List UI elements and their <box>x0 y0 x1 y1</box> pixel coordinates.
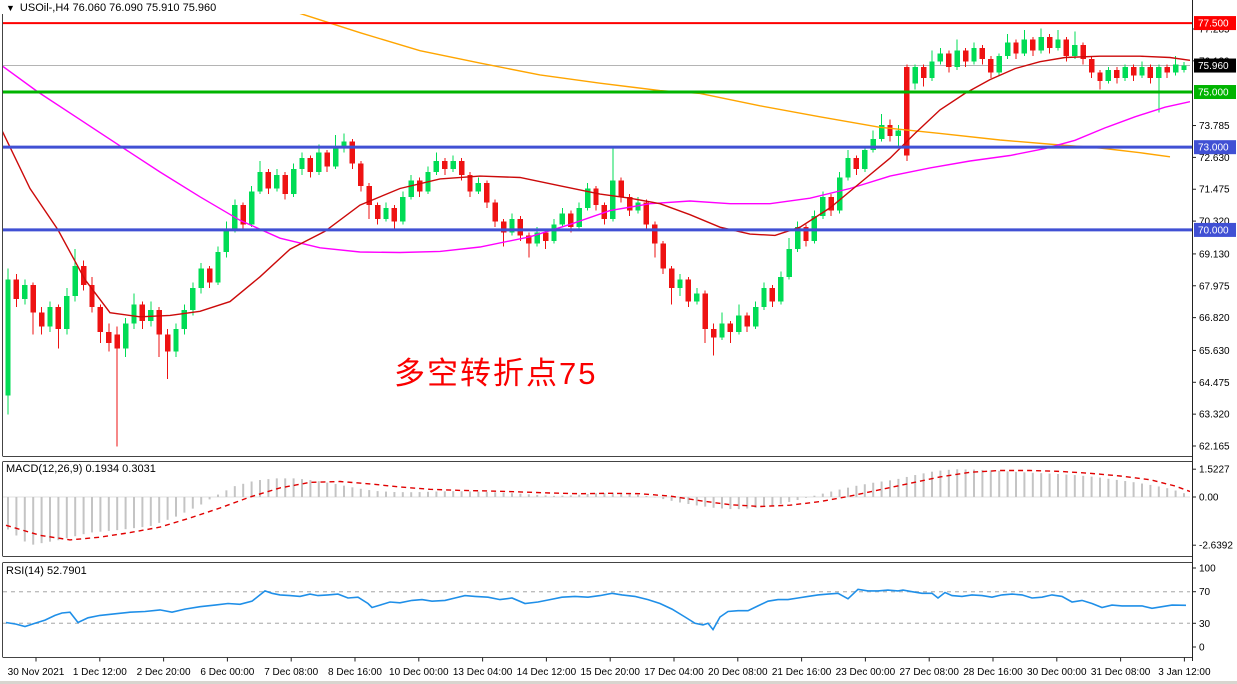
chart-frame <box>2 0 1193 661</box>
svg-text:2 Dec 20:00: 2 Dec 20:00 <box>137 667 191 678</box>
main-price-pane[interactable] <box>2 0 1192 447</box>
svg-text:-2.6392: -2.6392 <box>1199 541 1233 552</box>
svg-text:71.475: 71.475 <box>1199 185 1230 196</box>
svg-text:8 Dec 16:00: 8 Dec 16:00 <box>328 667 382 678</box>
svg-text:1 Dec 12:00: 1 Dec 12:00 <box>73 667 127 678</box>
svg-text:63.320: 63.320 <box>1199 410 1230 421</box>
symbol-ohlc-title: USOil-,H4 76.060 76.090 75.910 75.960 <box>19 2 217 14</box>
svg-text:15 Dec 20:00: 15 Dec 20:00 <box>580 667 640 678</box>
svg-text:27 Dec 08:00: 27 Dec 08:00 <box>899 667 959 678</box>
svg-text:0.00: 0.00 <box>1199 493 1219 504</box>
chart-title-bar: ▼ USOil-,H4 76.060 76.090 75.910 75.960 <box>6 2 216 14</box>
price-badges: 77.500 75.000 73.000 70.000 75.960 <box>1194 16 1236 237</box>
svg-text:30: 30 <box>1199 619 1211 630</box>
macd-indicator-label: MACD(12,26,9) 0.1934 0.3031 <box>6 463 156 475</box>
svg-text:17 Dec 04:00: 17 Dec 04:00 <box>644 667 704 678</box>
candles-layer <box>5 28 1187 447</box>
price-axis: 77.28576.13073.78572.63071.47570.32069.1… <box>1192 25 1233 654</box>
svg-text:6 Dec 00:00: 6 Dec 00:00 <box>200 667 254 678</box>
svg-text:10 Dec 00:00: 10 Dec 00:00 <box>389 667 449 678</box>
horizontal-level-lines[interactable] <box>3 22 1192 232</box>
svg-text:100: 100 <box>1199 564 1216 575</box>
svg-text:28 Dec 16:00: 28 Dec 16:00 <box>963 667 1023 678</box>
svg-text:73.000: 73.000 <box>1198 143 1229 154</box>
svg-text:67.975: 67.975 <box>1199 281 1230 292</box>
macd-pane[interactable] <box>3 469 1192 545</box>
svg-text:69.130: 69.130 <box>1199 249 1230 260</box>
svg-text:75.000: 75.000 <box>1198 88 1229 99</box>
svg-text:20 Dec 08:00: 20 Dec 08:00 <box>708 667 768 678</box>
svg-text:23 Dec 00:00: 23 Dec 00:00 <box>836 667 896 678</box>
svg-text:70.320: 70.320 <box>1199 217 1230 228</box>
symbol-dropdown-icon[interactable]: ▼ <box>6 2 15 13</box>
chart-annotation-text[interactable]: 多空转折点75 <box>394 356 598 391</box>
svg-text:73.785: 73.785 <box>1199 121 1230 132</box>
svg-text:13 Dec 04:00: 13 Dec 04:00 <box>453 667 513 678</box>
svg-text:3 Jan 12:00: 3 Jan 12:00 <box>1158 667 1211 678</box>
svg-text:31 Dec 08:00: 31 Dec 08:00 <box>1091 667 1151 678</box>
time-axis: 30 Nov 2021 1 Dec 12:00 2 Dec 20:00 6 Dec 0… <box>8 657 1211 678</box>
svg-text:77.500: 77.500 <box>1198 19 1229 30</box>
svg-text:75.960: 75.960 <box>1198 61 1229 72</box>
rsi-pane[interactable] <box>3 588 1192 632</box>
svg-text:14 Dec 12:00: 14 Dec 12:00 <box>517 667 577 678</box>
rsi-indicator-label: RSI(14) 52.7901 <box>6 565 87 577</box>
svg-text:30 Nov 2021: 30 Nov 2021 <box>8 667 65 678</box>
svg-text:1.5227: 1.5227 <box>1199 465 1230 476</box>
svg-text:70: 70 <box>1199 587 1211 598</box>
svg-text:64.475: 64.475 <box>1199 378 1230 389</box>
svg-text:66.820: 66.820 <box>1199 313 1230 324</box>
svg-text:70.000: 70.000 <box>1198 225 1229 236</box>
svg-text:72.630: 72.630 <box>1199 153 1230 164</box>
window-bottom-strip <box>0 681 1237 684</box>
svg-text:0: 0 <box>1199 643 1205 654</box>
svg-text:62.165: 62.165 <box>1199 442 1230 453</box>
svg-text:21 Dec 16:00: 21 Dec 16:00 <box>772 667 832 678</box>
svg-text:7 Dec 08:00: 7 Dec 08:00 <box>264 667 318 678</box>
svg-text:30 Dec 00:00: 30 Dec 00:00 <box>1027 667 1087 678</box>
svg-text:65.630: 65.630 <box>1199 346 1230 357</box>
